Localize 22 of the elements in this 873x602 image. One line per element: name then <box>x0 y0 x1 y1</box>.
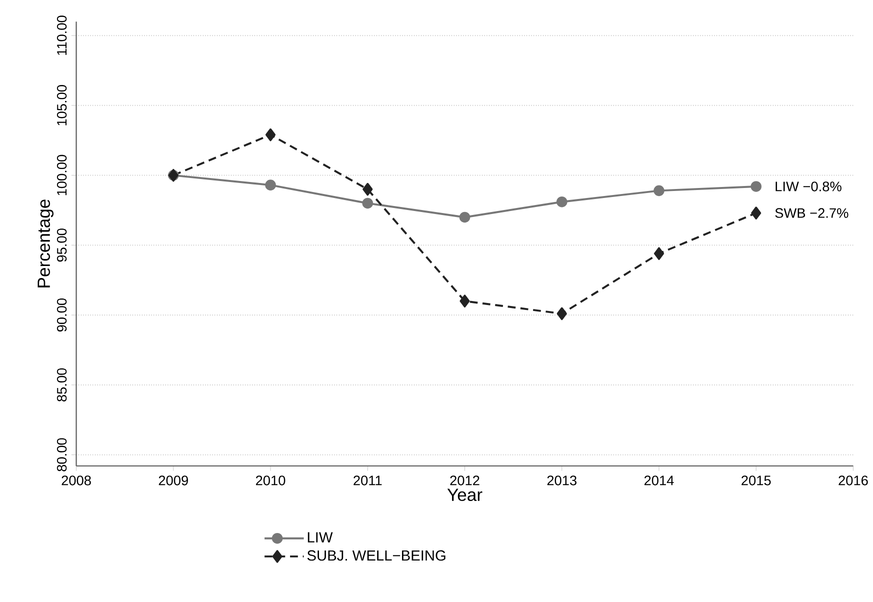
x-tick-label: 2009 <box>158 475 188 486</box>
x-tick-label: 2011 <box>354 475 382 486</box>
annotation: LIW −0.8% <box>776 181 842 192</box>
annotation: SWB −2.7% <box>775 208 848 218</box>
legend-label: SUBJ. WELL−BEING <box>307 550 446 561</box>
x-tick-label: 2014 <box>644 475 674 486</box>
y-tick-label: 100.00 <box>56 154 67 196</box>
y-tick-label: 110.00 <box>56 16 67 55</box>
x-tick-label: 2012 <box>450 475 480 486</box>
x-tick-label: 2016 <box>838 475 868 486</box>
y-tick-label: 85.00 <box>56 368 67 402</box>
legend-label: LIW <box>308 532 333 542</box>
x-axis-title: Year <box>447 488 482 501</box>
y-tick-label: 90.00 <box>56 298 67 332</box>
x-tick-label: 2013 <box>547 475 576 486</box>
y-axis-title: Percentage <box>38 199 54 288</box>
y-tick-label: 95.00 <box>56 228 67 262</box>
x-tick-label: 2008 <box>62 475 91 486</box>
y-tick-label: 80.00 <box>56 438 67 472</box>
x-tick-label: 2010 <box>256 475 286 486</box>
x-tick-label: 2015 <box>742 475 771 486</box>
y-tick-label: 105.00 <box>56 84 67 126</box>
